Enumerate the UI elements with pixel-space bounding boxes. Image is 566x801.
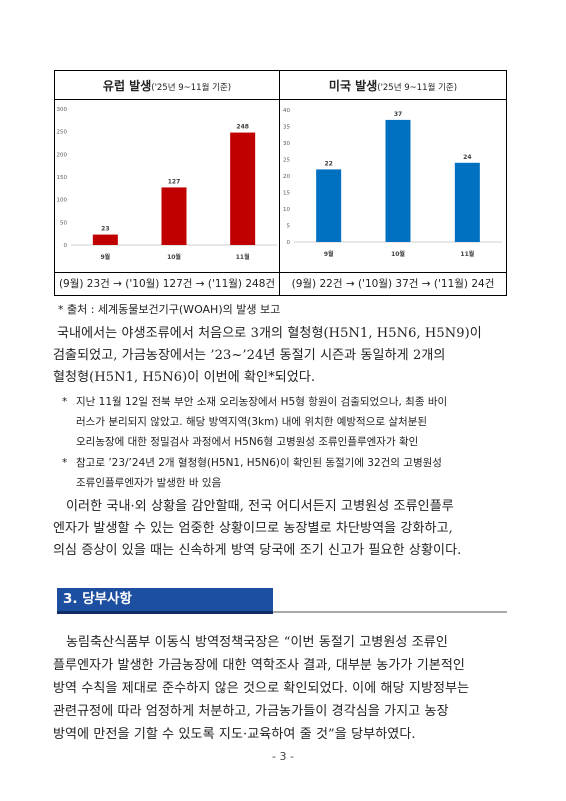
- usa-x-tick-label: 10월: [391, 250, 405, 258]
- usa-y-tick-label: 0: [287, 240, 291, 246]
- paragraph-1-line-2: 검출되었고, 가금농장에서는 ’23~’24년 동절기 시즌과 동일하게 2개의: [53, 348, 446, 363]
- note-2-line-1: * 참고로 ’23/’24년 2개 혈청형(H5N1, H5N6)이 확인된 동절…: [62, 453, 442, 473]
- section-heading: 3. 당부사항: [57, 588, 273, 614]
- usa-chart-panel: 미국 발생('25년 9~11월 기준) 0 5 10 15 20 25 30 35 40 22 9…: [280, 71, 506, 295]
- paragraph-1-line-1: 국내에서는 야생조류에서 처음으로 3개의 혈청형(H5N1, H5N6, H5…: [57, 326, 482, 341]
- paragraph-3-line-2: 플루엔자가 발생한 가금농장에 대한 역학조사 결과, 대부분 농가가 기본적인: [53, 658, 465, 673]
- usa-data-label: 24: [463, 154, 471, 161]
- usa-data-label: 22: [324, 160, 332, 167]
- note-bullet: *: [62, 396, 68, 408]
- europe-chart-plot: 0 50 100 150 200 250 300 23 9월 127 10월 248 11월: [55, 99, 279, 273]
- europe-chart-panel: 유럽 발생('25년 9~11월 기준) 0 50 100 150 200 250 300 2…: [55, 71, 280, 295]
- europe-y-tick-label: 100: [57, 198, 68, 204]
- usa-y-tick-label: 40: [283, 108, 290, 114]
- paragraph-2-line-2: 엔자가 발생할 수 있는 엄중한 상황이므로 농장별로 차단방역을 강화하고,: [53, 521, 453, 536]
- usa-y-tick-label: 35: [283, 125, 290, 131]
- europe-y-tick-label: 0: [64, 243, 68, 249]
- usa-x-tick-label: 9월: [324, 250, 334, 258]
- paragraph-1-line-3: 혈청형(H5N1, H5N6)이 이번에 확인*되었다.: [53, 370, 316, 385]
- note-2-line-2: 조류인플루엔자가 발생한 바 있음: [62, 473, 221, 493]
- usa-chart-title: 미국 발생: [328, 79, 378, 93]
- note-1-line-3: 오리농장에 대한 정밀검사 과정에서 H5N6형 고병원성 조류인플루엔자가 확…: [62, 432, 418, 452]
- note-1-text-3: 오리농장에 대한 정밀검사 과정에서 H5N6형 고병원성 조류인플루엔자가 확…: [76, 436, 419, 448]
- europe-bar: [161, 187, 187, 245]
- chart-table: 유럽 발생('25년 9~11월 기준) 0 50 100 150 200 250 300 2…: [54, 70, 507, 296]
- europe-bar: [92, 234, 118, 245]
- paragraph-2-line-3: 의심 증상이 있을 때는 신속하게 방역 당국에 조기 신고가 필요한 상황이다…: [53, 543, 462, 558]
- note-bullet: *: [62, 457, 68, 469]
- europe-y-tick-label: 50: [60, 220, 67, 226]
- europe-bar-chart: 0 50 100 150 200 250 300 23 9월 127 10월 248 11월: [57, 107, 277, 261]
- page-number: - 3 -: [272, 750, 294, 763]
- europe-chart-caption: (9월) 23건 → ('10월) 127건 → ('11월) 248건: [55, 272, 279, 295]
- paragraph-3-line-3: 방역 수칙을 제대로 준수하지 않은 것으로 확인되었다. 이에 해당 지방정부…: [53, 681, 470, 696]
- europe-data-label: 23: [101, 226, 109, 233]
- europe-y-tick-label: 200: [57, 152, 68, 158]
- europe-x-tick-label: 10월: [167, 253, 181, 261]
- europe-y-tick-label: 250: [57, 130, 68, 136]
- europe-chart-title: 유럽 발생: [102, 79, 152, 93]
- europe-data-label: 127: [168, 178, 181, 185]
- usa-bar: [385, 119, 411, 242]
- note-1-text-2: 러스가 분리되지 않았고. 해당 방역지역(3km) 내에 위치한 예방적으로 …: [76, 416, 428, 428]
- usa-x-tick-label: 11월: [460, 250, 474, 258]
- usa-bar: [316, 169, 342, 242]
- usa-chart-subtitle: ('25년 9~11월 기준): [377, 83, 458, 93]
- paragraph-2-line-1: 이러한 국내·외 상황을 감안할때, 전국 어디서든지 고병원성 조류인플루: [66, 499, 454, 514]
- usa-y-tick-label: 10: [283, 207, 290, 213]
- europe-y-tick-label: 300: [57, 107, 68, 113]
- europe-chart-header: 유럽 발생('25년 9~11월 기준): [55, 71, 279, 100]
- europe-x-tick-label: 11월: [236, 253, 250, 261]
- usa-chart-header: 미국 발생('25년 9~11월 기준): [280, 71, 506, 100]
- usa-bar-chart: 0 5 10 15 20 25 30 35 40 22 9월 37 10월 24 11월: [283, 108, 502, 258]
- usa-y-tick-label: 5: [287, 224, 291, 230]
- paragraph-3-line-1: 농림축산식품부 이동식 방역정책국장은 “이번 동절기 고병원성 조류인: [66, 635, 448, 650]
- usa-y-tick-label: 20: [283, 174, 290, 180]
- source-note: * 출처 : 세계동물보건기구(WOAH)의 발생 보고: [58, 303, 281, 316]
- usa-y-tick-label: 25: [283, 158, 290, 164]
- europe-y-tick-label: 150: [57, 175, 68, 181]
- paragraph-3-line-4: 관련규정에 따라 엄정하게 처분하고, 가금농가들이 경각심을 가지고 농장: [53, 704, 449, 719]
- usa-chart-plot: 0 5 10 15 20 25 30 35 40 22 9월 37 10월 24 11월: [280, 99, 506, 273]
- usa-chart-caption: (9월) 22건 → ('10월) 37건 → ('11월) 24건: [280, 272, 506, 295]
- note-1-line-2: 러스가 분리되지 않았고. 해당 방역지역(3km) 내에 위치한 예방적으로 …: [62, 412, 427, 432]
- europe-chart-subtitle: ('25년 9~11월 기준): [151, 83, 232, 93]
- europe-bar: [230, 132, 256, 245]
- usa-y-tick-label: 30: [283, 141, 290, 147]
- note-2-text-1: 참고로 ’23/’24년 2개 혈청형(H5N1, H5N6)이 확인된 동절기…: [76, 457, 442, 469]
- section-underline: [57, 611, 507, 613]
- usa-data-label: 37: [394, 111, 402, 118]
- usa-bar: [454, 162, 480, 242]
- paragraph-3-line-5: 방역에 만전을 기할 수 있도록 지도·교육하여 줄 것”을 당부하였다.: [53, 727, 416, 742]
- usa-y-tick-label: 15: [283, 191, 290, 197]
- europe-data-label: 248: [236, 124, 249, 131]
- note-2-text-2: 조류인플루엔자가 발생한 바 있음: [76, 477, 222, 489]
- note-1-text-1: 지난 11월 12일 전북 부안 소재 오리농장에서 H5형 항원이 검출되었으…: [76, 396, 448, 408]
- europe-x-tick-label: 9월: [100, 253, 110, 261]
- note-1-line-1: * 지난 11월 12일 전북 부안 소재 오리농장에서 H5형 항원이 검출되었…: [62, 392, 447, 412]
